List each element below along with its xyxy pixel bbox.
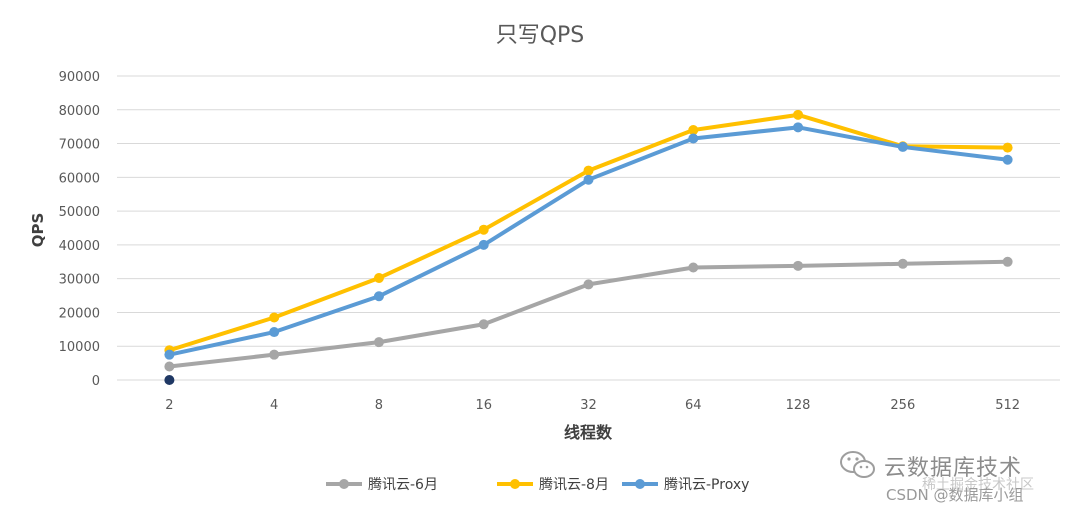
x-tick-label: 32 [580, 398, 597, 413]
grid [117, 75, 1060, 381]
data-point [897, 258, 908, 269]
series-1 [164, 256, 1013, 372]
series-3 [164, 122, 1013, 360]
data-point [373, 272, 384, 283]
series [164, 109, 1013, 385]
legend-swatch-marker [510, 479, 520, 489]
y-tick-label: 60000 [59, 171, 100, 186]
series-line [167, 125, 1010, 357]
y-tick-label: 30000 [59, 273, 100, 288]
y-axis-title: QPS [29, 213, 47, 248]
data-point [688, 133, 699, 144]
x-axis-title: 线程数 [564, 423, 613, 442]
data-point [164, 361, 175, 372]
series-line [167, 112, 1010, 353]
legend-swatch-marker [339, 479, 349, 489]
x-tick-label: 16 [475, 398, 492, 413]
y-tick-label: 70000 [59, 138, 100, 153]
data-point [164, 349, 175, 360]
legend-swatch-marker [635, 479, 645, 489]
data-point [583, 165, 594, 176]
legend-label: 腾讯云-Proxy [664, 476, 749, 493]
data-point [688, 262, 699, 273]
data-point [269, 327, 280, 338]
data-point [1002, 154, 1013, 165]
legend-item: 腾讯云-Proxy [622, 476, 749, 493]
data-point [478, 224, 489, 235]
y-tick-label: 40000 [59, 239, 100, 254]
y-tick-label: 90000 [59, 70, 100, 85]
data-point [1002, 256, 1013, 267]
chart-title: 只写QPS [496, 23, 585, 48]
series-2 [164, 109, 1013, 356]
y-tick-label: 80000 [59, 104, 100, 119]
y-tick-label: 0 [92, 374, 100, 389]
axes: 0 10000 20000 30000 40000 50000 60000 70000 8000… [59, 70, 1020, 413]
y-tick-label: 50000 [59, 205, 100, 220]
legend-item: 腾讯云-8月 [497, 476, 609, 493]
data-point [897, 141, 908, 152]
legend-label: 腾讯云-8月 [539, 476, 609, 493]
y-tick-label: 20000 [59, 306, 100, 321]
x-tick-label: 4 [270, 398, 278, 413]
data-point [269, 312, 280, 323]
x-tick-label: 128 [786, 398, 811, 413]
data-point [793, 260, 804, 271]
x-tick-label: 512 [995, 398, 1020, 413]
x-tick-label: 256 [890, 398, 915, 413]
watermark-csdn: CSDN @数据库小组 [886, 486, 1024, 504]
y-tick-label: 10000 [59, 340, 100, 355]
data-point [269, 349, 280, 360]
data-point [373, 291, 384, 302]
watermark-title: 云数据库技术 [884, 456, 1023, 481]
data-point [583, 174, 594, 185]
data-point [373, 337, 384, 348]
data-point [478, 239, 489, 250]
x-tick-label: 8 [375, 398, 383, 413]
x-tick-label: 2 [165, 398, 173, 413]
legend-label: 腾讯云-6月 [368, 476, 438, 493]
data-point [688, 125, 699, 136]
data-point [583, 279, 594, 290]
data-point [478, 319, 489, 330]
data-point [793, 109, 804, 120]
series-line [167, 259, 1010, 369]
data-point [164, 375, 175, 385]
wechat-icon [840, 451, 875, 478]
data-point [793, 122, 804, 133]
data-point [1002, 142, 1013, 153]
legend-item: 腾讯云-6月 [326, 476, 438, 493]
legend: 腾讯云-6月 腾讯云-8月 腾讯云-Proxy [326, 476, 749, 493]
x-tick-label: 64 [685, 398, 702, 413]
watermark-overlay: 稀土掘金技术社区 [922, 477, 1034, 493]
